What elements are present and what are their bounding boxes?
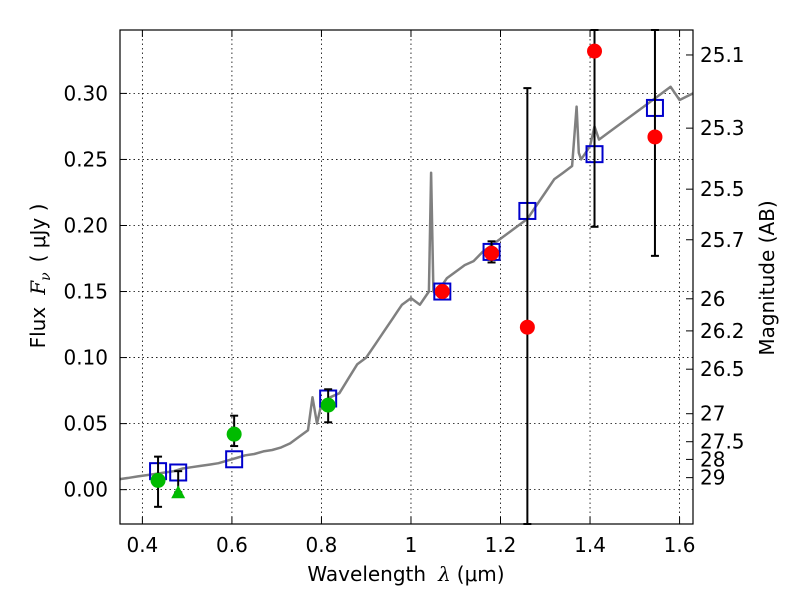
mag-tick-label: 27	[700, 402, 725, 426]
measured-point	[587, 43, 603, 59]
grid	[120, 30, 693, 524]
mag-tick-label: 25.5	[700, 177, 745, 201]
x-tick-label: 0.8	[306, 533, 338, 557]
measured-point	[434, 284, 450, 300]
x-tick-label: 1.2	[485, 533, 517, 557]
y2-axis-label: Magnitude (AB)	[755, 200, 779, 355]
measured-point	[519, 319, 535, 335]
template-spectrum-line	[119, 85, 694, 481]
model-box-point	[225, 450, 244, 469]
ground-point	[320, 397, 336, 413]
data-layer	[119, 29, 694, 525]
y-tick-label: 0.15	[63, 280, 108, 304]
model-box-point	[433, 282, 452, 301]
ground-upper-limit-point	[171, 485, 186, 499]
ground-point	[150, 472, 166, 488]
y-tick-label: 0.10	[63, 346, 108, 370]
mag-tick-label: 29	[700, 466, 725, 490]
ticks: 0.4 0.6 0.8 1 1.2 1.4 1.6 0.00 0.05 0.10 0.15 0.20 0…	[63, 30, 745, 557]
measured-point	[484, 245, 500, 261]
mag-tick-label: 26.2	[700, 319, 745, 343]
x-tick-label: 1	[405, 533, 418, 557]
mag-tick-label: 28	[700, 447, 725, 471]
y-axis-label: FluxFν( μJy )	[26, 204, 54, 349]
y-tick-label: 0.20	[63, 213, 108, 237]
mag-tick-label: 26.5	[700, 357, 745, 381]
x-axis-label: Wavelength λ (μm)	[307, 562, 504, 586]
mag-tick-label: 25.1	[700, 43, 745, 67]
measured-point	[647, 129, 663, 145]
x-tick-label: 1.6	[664, 533, 696, 557]
y-tick-label: 0.30	[63, 81, 108, 105]
y-tick-label: 0.05	[63, 412, 108, 436]
mag-tick-label: 26	[700, 287, 725, 311]
y-tick-label: 0.00	[63, 478, 108, 502]
y-tick-label: 0.25	[63, 147, 108, 171]
mag-tick-label: 25.3	[700, 116, 745, 140]
x-tick-label: 1.4	[574, 533, 606, 557]
plot-frame	[119, 29, 694, 525]
mag-tick-label: 27.5	[700, 430, 745, 454]
mag-tick-label: 25.7	[700, 228, 745, 252]
ground-point	[226, 426, 242, 442]
x-tick-label: 0.6	[216, 533, 248, 557]
x-tick-label: 0.4	[126, 533, 158, 557]
